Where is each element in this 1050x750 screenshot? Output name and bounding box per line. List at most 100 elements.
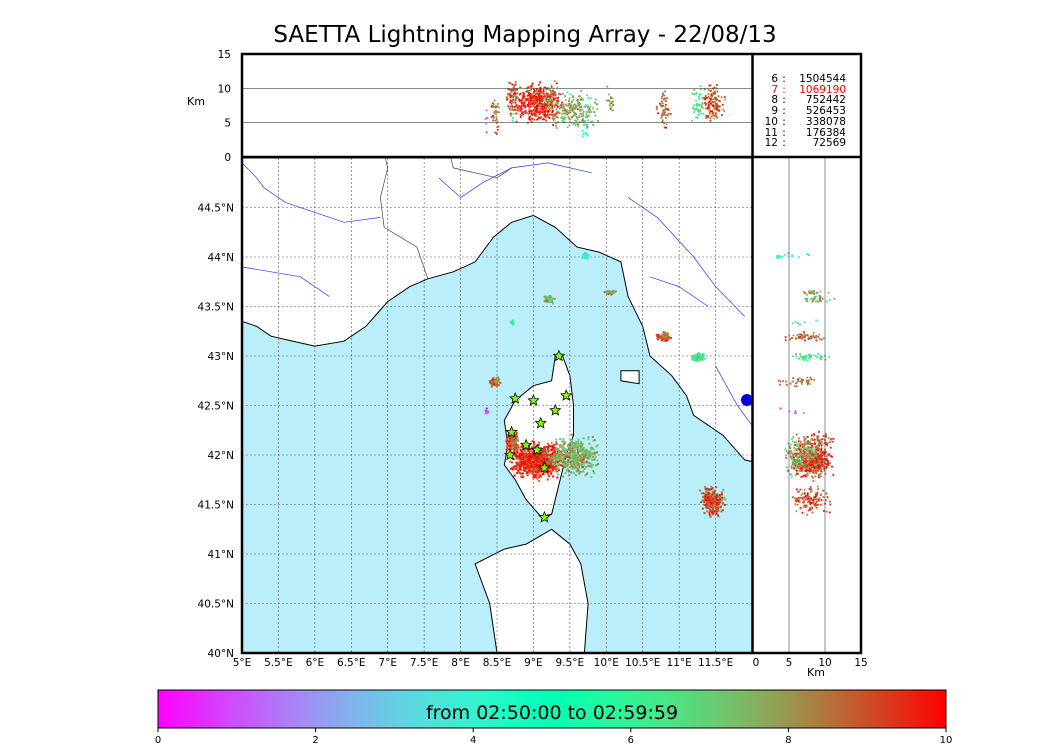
lma-station-marker <box>549 403 562 416</box>
river <box>438 162 592 199</box>
river <box>627 197 745 317</box>
river <box>242 266 330 297</box>
longitude-tick-label: 10°E <box>594 657 619 669</box>
source-count-num: 526453 <box>805 105 846 118</box>
lightning-cluster <box>543 294 556 305</box>
colorbar-tick-label: 0 <box>155 735 161 746</box>
colorbar-tick-label: 2 <box>312 735 318 746</box>
longitude-tick-label: 8.5°E <box>483 657 512 669</box>
lightning-cluster <box>691 352 707 362</box>
source-count-num: 338078 <box>805 115 846 128</box>
longitude-tick-label: 5.5°E <box>264 657 293 669</box>
colorbar <box>157 689 947 729</box>
latitude-tick-label: 40°N <box>208 648 234 660</box>
source-count-sep: : <box>782 137 786 150</box>
lma-station-marker <box>519 438 533 451</box>
colorbar-label: from 02:50:00 to 02:59:59 <box>425 702 679 724</box>
elba-island <box>620 370 640 385</box>
source-count-num: 1504544 <box>799 73 846 85</box>
river <box>715 365 752 426</box>
lma-station-marker <box>527 394 540 406</box>
source-count-lvl: 9 <box>771 105 778 118</box>
lma-station-marker <box>503 448 517 461</box>
lma-station-marker <box>560 389 573 401</box>
longitude-tick-label: 11.5°E <box>698 657 733 669</box>
source-count-lvl: 7 <box>771 83 778 96</box>
source-count-num: 752442 <box>805 94 846 107</box>
colorbar-tick-label: 4 <box>470 735 476 746</box>
lma-station-marker <box>505 425 518 438</box>
source-count-lvl: 11 <box>764 126 778 139</box>
lightning-cluster <box>655 331 672 342</box>
outer-frame <box>240 52 863 655</box>
altitude-tick-label: 0 <box>224 152 231 164</box>
lma-station-marker <box>530 443 544 456</box>
river <box>649 276 709 307</box>
altitude-tick-label: 10 <box>218 83 231 95</box>
lightning-cluster <box>508 440 569 483</box>
longitude-tick-label: 9°E <box>524 657 543 669</box>
longitude-tick-label: 6°E <box>306 657 325 669</box>
source-count-lvl: 12 <box>764 137 778 150</box>
altitude-tick-label: 15 <box>218 49 231 61</box>
latitude-tick-label: 40.5°N <box>198 599 234 611</box>
source-count-sep: : <box>782 73 786 85</box>
colorbar-tick-label: 8 <box>785 735 791 746</box>
source-count-row: 9: 526453 <box>756 106 860 117</box>
lma-station-marker <box>508 392 522 404</box>
colorbar-tick-label: 10 <box>940 735 953 746</box>
lightning-cluster <box>509 319 515 326</box>
longitude-tick-label: 6.5°E <box>337 657 366 669</box>
lma-station-marker <box>534 416 547 429</box>
lma-station-marker <box>552 349 566 362</box>
altitude-axis-unit: Km <box>187 95 205 108</box>
distance-axis-unit: Km <box>807 666 825 679</box>
source-count-lvl: 6 <box>771 73 778 85</box>
side-panel-sources <box>775 251 836 516</box>
source-count-sep: : <box>782 94 786 107</box>
lightning-cluster <box>603 289 617 296</box>
map-panel <box>242 158 752 653</box>
river <box>242 162 265 188</box>
source-count-sep: : <box>782 83 786 96</box>
source-count-row: 6: 1504544 <box>756 74 860 85</box>
source-count-sep: : <box>782 105 786 118</box>
source-count-lvl: 10 <box>764 115 778 128</box>
lightning-cluster <box>699 485 727 518</box>
sardinia-island <box>474 528 589 653</box>
source-count-row: 11: 176384 <box>756 126 860 139</box>
latitude-tick-label: 41.5°N <box>198 500 234 512</box>
longitude-tick-label: 9.5°E <box>556 657 585 669</box>
latitude-tick-label: 44°N <box>208 252 234 264</box>
distance-tick-label: 15 <box>854 657 867 669</box>
source-count-num: 1069190 <box>799 83 846 96</box>
side-panel-bg <box>753 158 861 653</box>
lightning-cluster <box>484 407 490 415</box>
country-border <box>450 158 512 179</box>
river <box>263 187 381 223</box>
source-count-sep: : <box>782 126 786 139</box>
source-count-row: 12: 72569 <box>756 138 860 149</box>
longitude-tick-label: 11°E <box>667 657 692 669</box>
lightning-cluster <box>581 251 590 260</box>
source-count-lvl: 8 <box>771 94 778 107</box>
distance-tick-label: 5 <box>786 657 793 669</box>
source-count-row: 8: 752442 <box>756 95 860 106</box>
source-count-num: 72569 <box>812 137 846 150</box>
latitude-tick-label: 42.5°N <box>198 401 234 413</box>
lma-station-marker <box>538 461 551 474</box>
latitude-tick-label: 43.5°N <box>198 302 234 314</box>
source-count-table: 6:1504544 7:1069190 8:752442 9:526453 10:338… <box>756 74 860 149</box>
latitude-tick-label: 44.5°N <box>198 203 234 215</box>
longitude-tick-label: 10.5°E <box>625 657 660 669</box>
distance-tick-label: 10 <box>818 657 831 669</box>
source-count-sep: : <box>782 115 786 128</box>
latitude-tick-label: 42°N <box>208 450 234 462</box>
source-count-num: 176384 <box>805 126 846 139</box>
blue-marker <box>741 394 753 406</box>
country-border <box>380 158 429 279</box>
colorbar-tick-label: 6 <box>628 735 634 746</box>
altitude-tick-label: 5 <box>224 118 231 130</box>
